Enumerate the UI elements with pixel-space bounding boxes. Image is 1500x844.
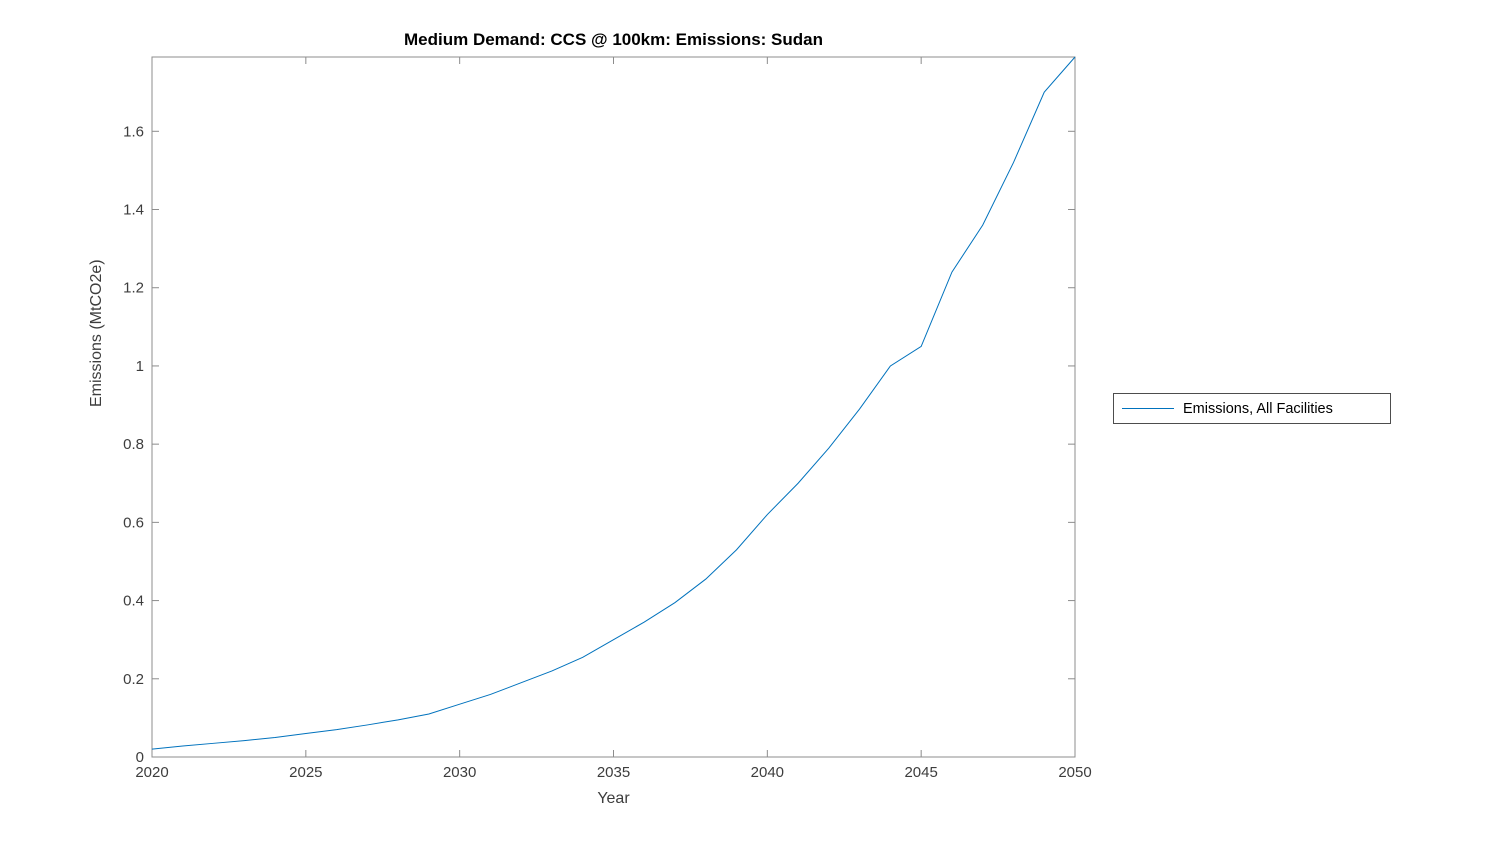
x-tick-label: 2020 [135, 764, 168, 781]
y-tick-label: 1.4 [123, 202, 144, 219]
x-tick-label: 2030 [443, 764, 476, 781]
legend: Emissions, All Facilities [1113, 393, 1391, 424]
x-axis-label: Year [597, 790, 630, 807]
legend-line-sample-icon [1122, 408, 1174, 409]
y-tick-label: 0 [136, 749, 144, 766]
axes-box [151, 56, 1076, 758]
x-tick-label: 2025 [289, 764, 322, 781]
y-tick-label: 0.4 [123, 593, 144, 610]
x-tick-label: 2050 [1058, 764, 1091, 781]
x-tick-label: 2045 [904, 764, 937, 781]
x-tick-label: 2035 [597, 764, 630, 781]
legend-label: Emissions, All Facilities [1183, 400, 1333, 417]
y-tick-label: 0.2 [123, 671, 144, 688]
y-tick-label: 1.6 [123, 123, 144, 140]
x-tick-label: 2040 [751, 764, 784, 781]
y-tick-label: 0.8 [123, 436, 144, 453]
chart-title: Medium Demand: CCS @ 100km: Emissions: S… [404, 30, 823, 49]
y-tick-label: 1 [136, 358, 144, 375]
y-tick-label: 0.6 [123, 514, 144, 531]
series-line [151, 56, 1076, 750]
y-tick-label: 1.2 [123, 280, 144, 297]
